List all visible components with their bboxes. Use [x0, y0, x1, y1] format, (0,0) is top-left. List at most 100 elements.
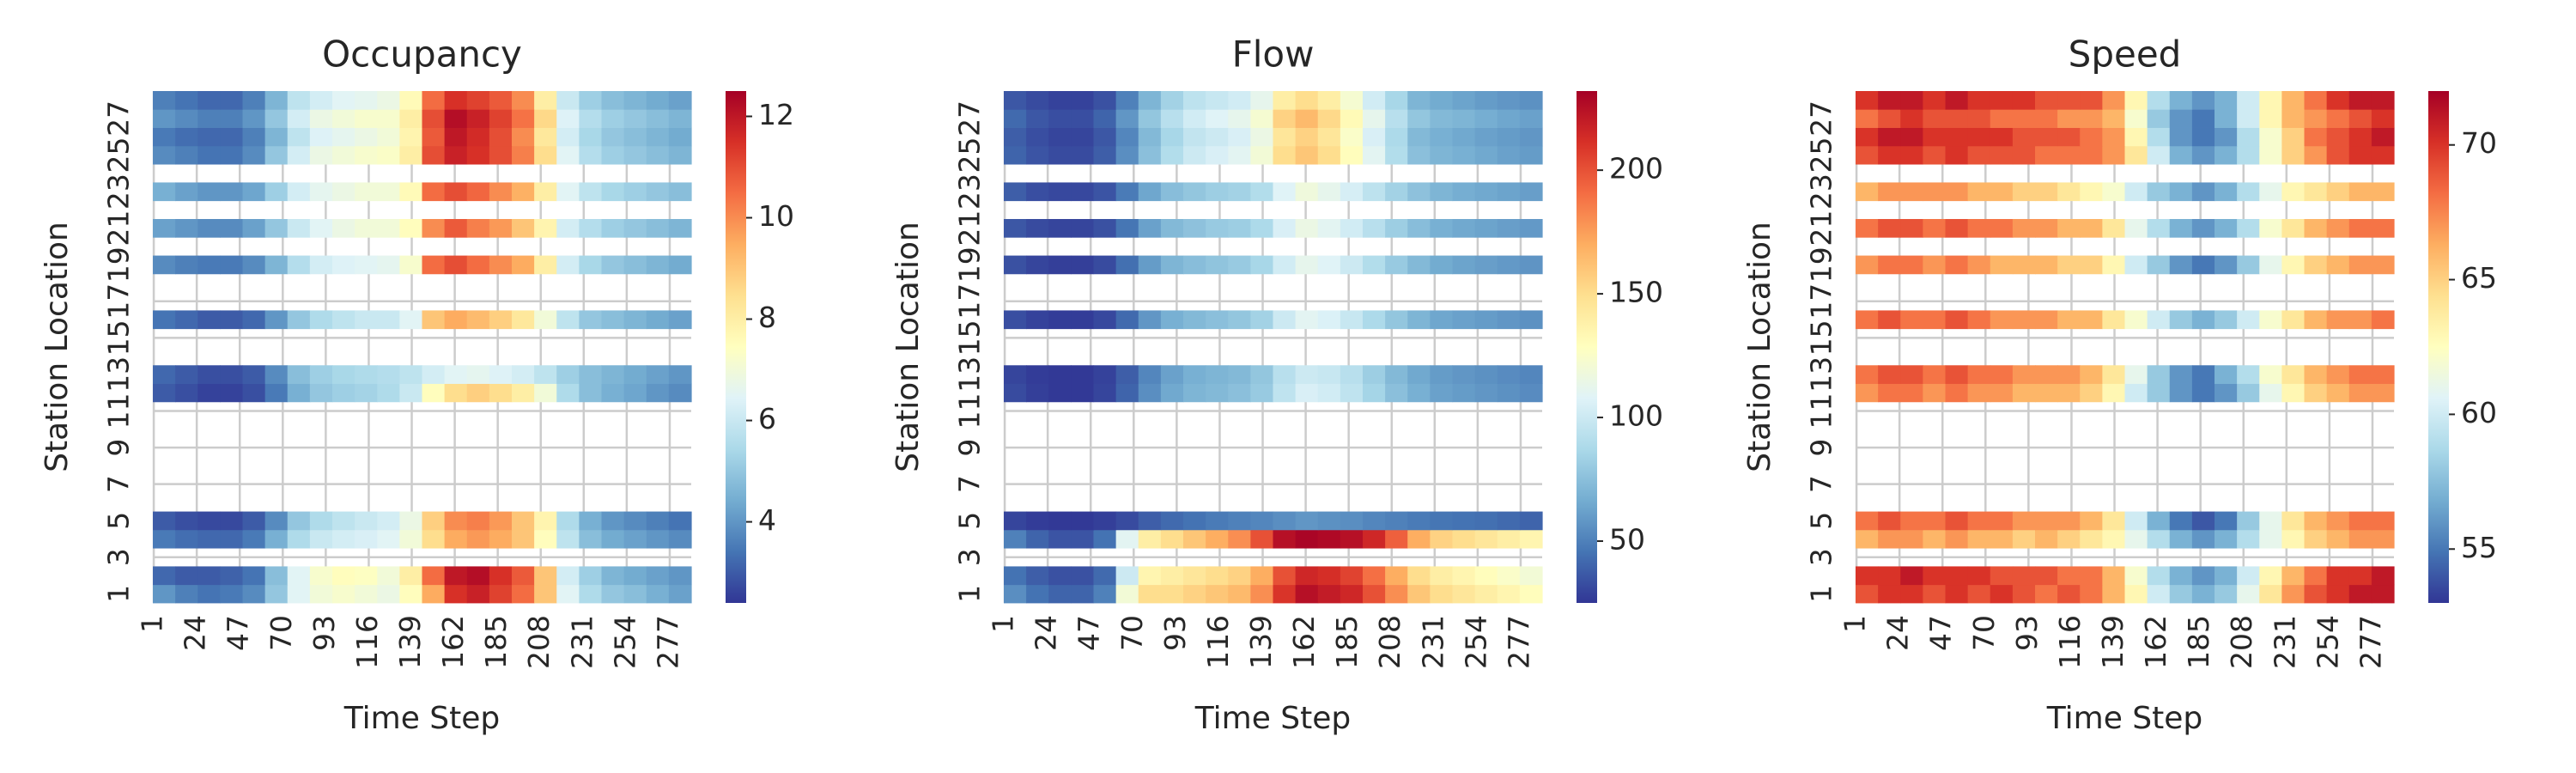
heatmap-cell: [422, 383, 446, 403]
heatmap-cell: [623, 511, 647, 531]
heatmap-cell: [2215, 511, 2238, 531]
heatmap-cell: [1138, 383, 1162, 403]
heatmap-cell: [1856, 511, 1879, 531]
heatmap-cell: [287, 145, 311, 165]
heatmap-cell: [1115, 511, 1139, 531]
heatmap-cell: [2057, 182, 2081, 202]
heatmap-cell: [2304, 365, 2328, 384]
heatmap-cell: [2057, 310, 2081, 330]
heatmap-cell: [1990, 529, 2014, 549]
heatmap-cell: [175, 383, 198, 403]
heatmap-cell: [2371, 145, 2395, 165]
heatmap-cell: [2012, 383, 2036, 403]
heatmap-cell: [579, 383, 603, 403]
heatmap-cell: [1452, 566, 1476, 586]
heatmap-cell: [1967, 584, 1991, 604]
heatmap-cell: [1093, 255, 1117, 275]
heatmap-cell: [1878, 109, 1901, 128]
heatmap-cell: [287, 255, 311, 275]
heatmap-cell: [444, 529, 468, 549]
heatmap-cell: [1228, 255, 1251, 275]
heatmap-cell: [2102, 566, 2126, 586]
heatmap-cell: [2102, 584, 2126, 604]
heatmap-cell: [1452, 109, 1476, 128]
x-tick-label: 1: [1838, 615, 1872, 633]
heatmap-cell: [466, 310, 490, 330]
heatmap-cell: [646, 584, 670, 604]
y-tick-label: 27: [1805, 100, 1838, 137]
x-tick-label: 162: [2139, 615, 2172, 669]
heatmap-cell: [556, 584, 580, 604]
heatmap-cell: [1206, 566, 1229, 586]
heatmap-cell: [1250, 383, 1274, 403]
heatmap-cell: [1474, 529, 1498, 549]
heatmap-cell: [1856, 310, 1879, 330]
chart-title: Occupancy: [322, 33, 522, 76]
heatmap-cell: [2124, 145, 2148, 165]
heatmap-cell: [2281, 127, 2306, 147]
heatmap-cell: [355, 566, 378, 586]
heatmap-cell: [1273, 365, 1297, 384]
heatmap-cell: [601, 566, 625, 586]
x-tick-label: 116: [1201, 615, 1235, 669]
heatmap-cell: [556, 145, 580, 165]
heatmap-cell: [399, 255, 423, 275]
heatmap-cell: [2169, 365, 2193, 384]
heatmap-cell: [1407, 310, 1431, 330]
heatmap-cell: [1900, 511, 1923, 531]
heatmap-cell: [1430, 365, 1454, 384]
heatmap-cell: [1340, 182, 1364, 202]
heatmap-cell: [2371, 255, 2395, 275]
heatmap-cell: [534, 127, 557, 147]
heatmap-cell: [1273, 109, 1297, 128]
heatmap-cell: [601, 219, 625, 238]
heatmap-cell: [1856, 91, 1879, 110]
heatmap-cell: [2124, 109, 2148, 128]
heatmap-cell: [1160, 529, 1184, 549]
heatmap-cell: [1407, 91, 1431, 110]
heatmap-cell: [153, 511, 176, 531]
heatmap-cell: [242, 529, 266, 549]
heatmap-cell: [534, 365, 557, 384]
heatmap-cell: [1900, 182, 1923, 202]
heatmap-cell: [153, 91, 176, 110]
heatmap-cell: [1160, 219, 1184, 238]
heatmap-cell: [2348, 584, 2372, 604]
x-tick-label: 24: [1881, 615, 1915, 651]
heatmap-cell: [1138, 182, 1162, 202]
heatmap-cell: [1407, 145, 1431, 165]
heatmap-cell: [2169, 127, 2193, 147]
heatmap-cell: [2281, 566, 2306, 586]
heatmap-cell: [355, 109, 378, 128]
heatmap-cell: [646, 383, 670, 403]
heatmap-cell: [1071, 310, 1095, 330]
heatmap-cell: [1004, 584, 1027, 604]
heatmap-cell: [1519, 255, 1543, 275]
heatmap-cell: [1250, 145, 1274, 165]
heatmap-cell: [175, 255, 198, 275]
heatmap-cell: [1004, 182, 1027, 202]
heatmap-cell: [534, 91, 557, 110]
heatmap-cell: [2147, 91, 2171, 110]
heatmap-cell: [153, 365, 176, 384]
heatmap-cell: [1026, 511, 1049, 531]
heatmap-cell: [1273, 145, 1297, 165]
heatmap-cell: [1295, 511, 1319, 531]
heatmap-cell: [2191, 584, 2215, 604]
heatmap-cell: [2259, 529, 2282, 549]
heatmap-cell: [1183, 127, 1206, 147]
heatmap-cell: [2371, 566, 2395, 586]
heatmap-cell: [1945, 127, 1969, 147]
y-tick-label: 7: [953, 475, 987, 493]
heatmap-cell: [646, 219, 670, 238]
heatmap-cell: [489, 182, 513, 202]
heatmap-cell: [1407, 219, 1431, 238]
y-tick-label: 17: [1805, 283, 1838, 320]
heatmap-cell: [2191, 91, 2215, 110]
heatmap-cell: [646, 511, 670, 531]
heatmap-cell: [1317, 383, 1341, 403]
heatmap-cell: [1497, 145, 1521, 165]
heatmap-cell: [1900, 383, 1923, 403]
heatmap-cell: [601, 365, 625, 384]
heatmap-cell: [601, 145, 625, 165]
